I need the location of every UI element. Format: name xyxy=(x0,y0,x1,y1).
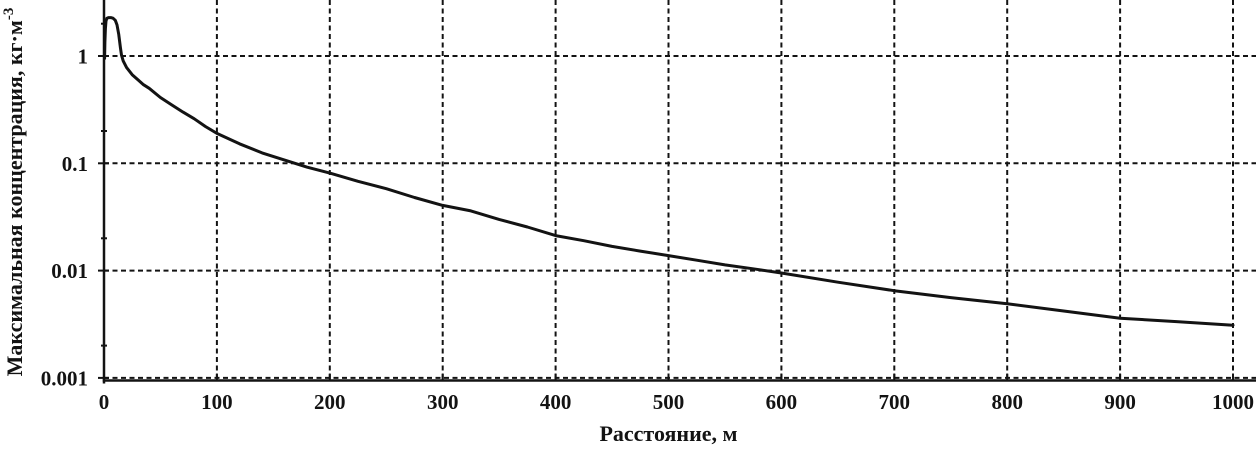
concentration-curve xyxy=(103,16,1235,327)
y-tick-label: 1 xyxy=(78,45,89,69)
x-tick-label: 500 xyxy=(653,390,685,414)
x-tick-label: 200 xyxy=(314,390,346,414)
x-tick-label: 900 xyxy=(1104,390,1136,414)
x-tick-label: 1000 xyxy=(1212,390,1254,414)
x-tick-label: 300 xyxy=(427,390,459,414)
x-axis-title: Расстояние, м xyxy=(599,421,737,446)
y-tick-label: 0.1 xyxy=(62,152,88,176)
x-tick-label: 100 xyxy=(201,390,233,414)
x-tick-label: 800 xyxy=(991,390,1023,414)
x-tick-label: 400 xyxy=(540,390,572,414)
x-tick-label: 700 xyxy=(879,390,911,414)
y-tick-label: 0.01 xyxy=(51,259,88,283)
x-tick-label: 600 xyxy=(766,390,798,414)
y-tick-label: 0.001 xyxy=(41,366,88,390)
x-tick-label: 0 xyxy=(99,390,110,414)
y-axis-title: Максимальная концентрация, кг·м-3 xyxy=(1,8,27,377)
